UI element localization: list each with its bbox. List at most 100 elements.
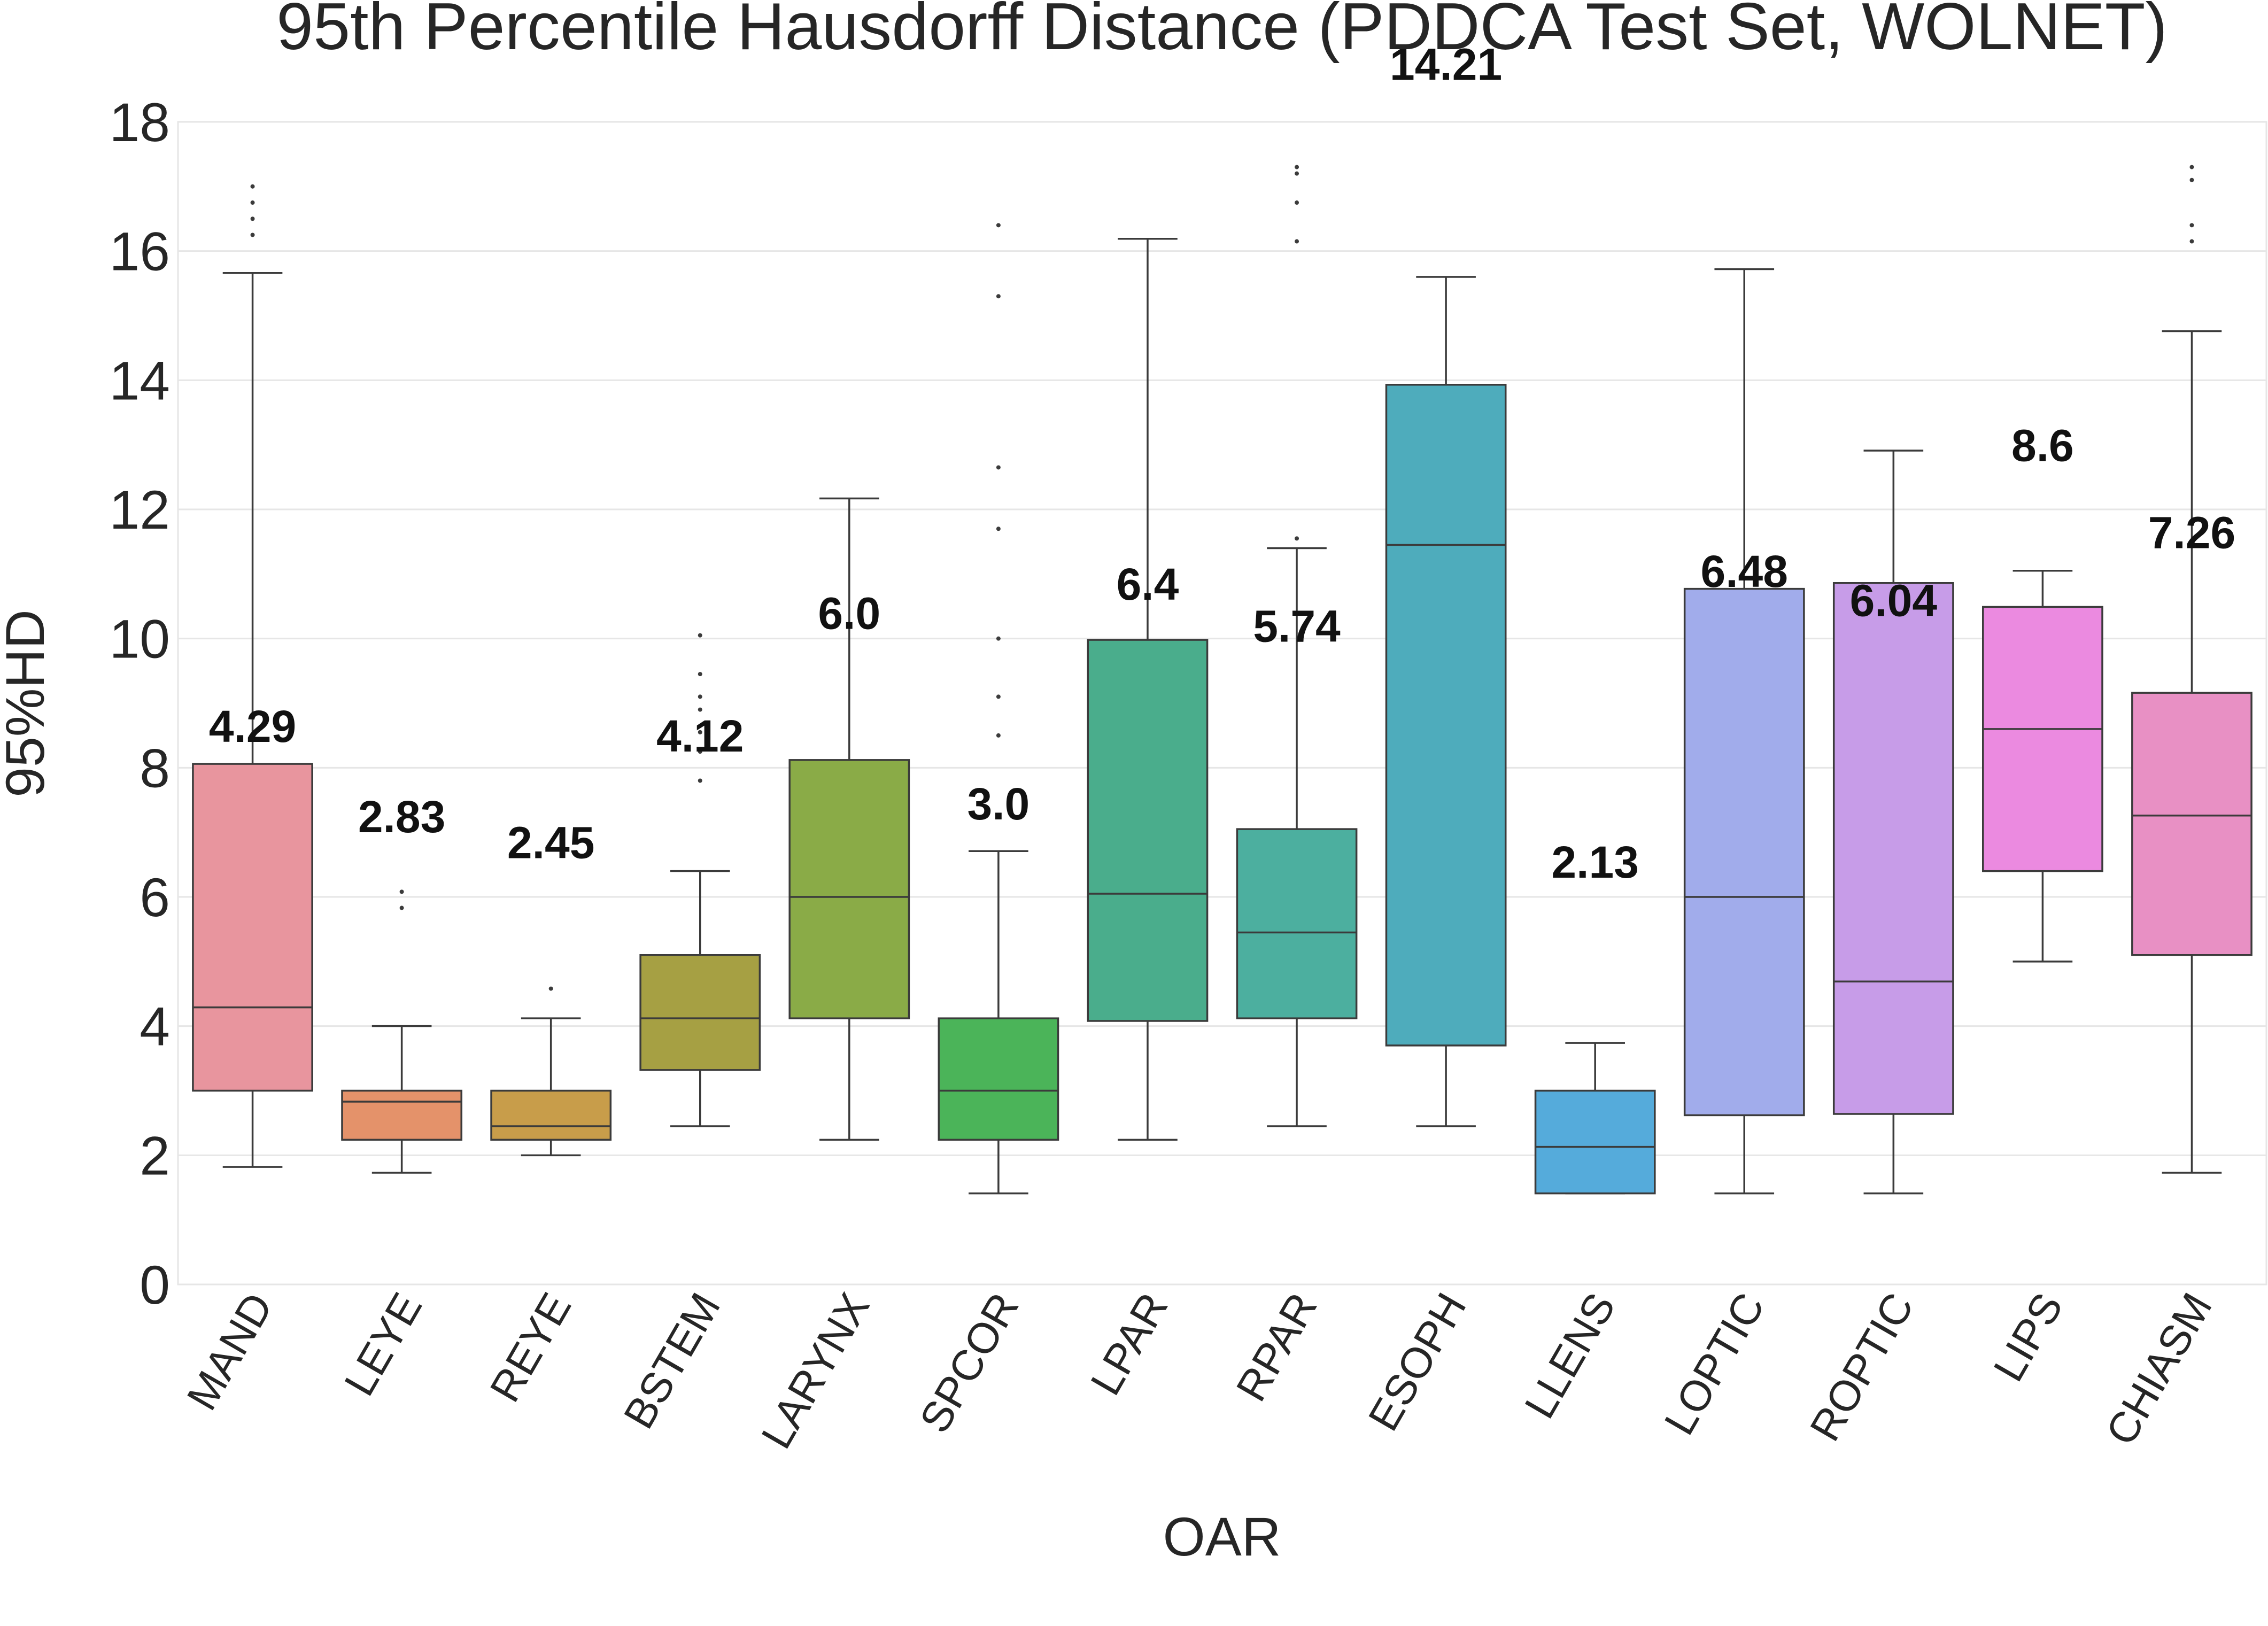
iqr-box [1385, 384, 1507, 1047]
median-value-label: 6.48 [1701, 546, 1789, 597]
x-tick-label: LPAR [1081, 1285, 1177, 1403]
outlier-point [996, 636, 1001, 641]
outlier-point [698, 707, 702, 712]
median-value-label: 5.74 [1253, 601, 1341, 652]
median-value-label: 4.29 [209, 701, 297, 752]
outlier-point [548, 986, 553, 991]
box-larynx: 6.0 [788, 497, 910, 1141]
y-tick-label: 4 [140, 996, 170, 1057]
outlier-point [698, 749, 702, 754]
outlier-point [1295, 200, 1299, 205]
median-value-label: 8.6 [2011, 420, 2074, 470]
outlier-point [2189, 177, 2194, 182]
iqr-box [341, 1089, 462, 1141]
median-value-label: 6.4 [1117, 559, 1179, 609]
outlier-point [698, 694, 702, 699]
box-reye: 2.45 [490, 818, 612, 1157]
y-tick-label: 18 [110, 92, 170, 153]
y-tick-labels: 0 2 4 6 8 10 12 14 16 18 [110, 92, 170, 1315]
x-axis-label: OAR [1163, 1506, 1281, 1567]
boxes: 4.29 2.83 2.45 4.12 6.0 3.0 6.4 5.74 14.21 2.13 6.… [192, 39, 2252, 1195]
x-tick-label: BSTEM [615, 1285, 730, 1436]
y-tick-label: 10 [110, 609, 170, 670]
x-tick-label: LLENS [1515, 1285, 1624, 1426]
outlier-point [1295, 171, 1299, 176]
median-value-label: 7.26 [2148, 508, 2236, 558]
x-tick-label: CHIASM [2097, 1285, 2221, 1453]
outlier-point [2189, 239, 2194, 244]
outlier-point [996, 223, 1001, 228]
median-value-label: 2.45 [507, 818, 595, 868]
outlier-point [250, 200, 255, 205]
y-tick-label: 12 [110, 479, 170, 540]
iqr-box [1087, 639, 1209, 1022]
median-value-label: 6.04 [1850, 575, 1938, 625]
outlier-point [1295, 165, 1299, 169]
y-axis-label: 95%HD [0, 609, 56, 797]
outlier-point [399, 889, 404, 894]
x-tick-label: RPAR [1227, 1285, 1326, 1409]
outlier-point [698, 672, 702, 677]
x-tick-label: LOPTIC [1655, 1285, 1774, 1443]
iqr-box [639, 954, 761, 1071]
outlier-point [250, 216, 255, 221]
iqr-box [490, 1089, 612, 1141]
outlier-point [996, 526, 1001, 531]
iqr-box [1534, 1089, 1656, 1195]
outlier-point [996, 694, 1001, 699]
x-tick-label: REYE [481, 1285, 580, 1410]
iqr-box [1832, 582, 1954, 1115]
box-esoph: 14.21 [1385, 39, 1507, 1127]
box-rpar: 5.74 [1236, 165, 1358, 1127]
outlier-point [2189, 223, 2194, 228]
chart-title: 95th Percentile Hausdorff Distance (PDDC… [276, 0, 2168, 64]
box-spcor: 3.0 [938, 223, 1059, 1195]
box-llens: 2.13 [1534, 837, 1656, 1195]
iqr-box [192, 763, 313, 1092]
y-tick-label: 14 [110, 350, 170, 411]
median-value-label: 6.0 [818, 589, 880, 639]
median-value-label: 14.21 [1390, 39, 1502, 89]
x-tick-label: ESOPH [1359, 1285, 1475, 1438]
outlier-point [996, 733, 1001, 738]
y-tick-label: 16 [110, 221, 170, 282]
box-leye: 2.83 [341, 792, 462, 1174]
box-roptic: 6.04 [1832, 450, 1954, 1195]
box-lpar: 6.4 [1087, 237, 1209, 1141]
outlier-point [1295, 239, 1299, 244]
outlier-point [250, 233, 255, 237]
x-tick-label: LIPS [1984, 1285, 2072, 1389]
box-bstem: 4.12 [639, 633, 761, 1127]
y-tick-label: 2 [140, 1125, 170, 1186]
x-tick-labels: MAND LEYE REYE BSTEM LARYNX SPCOR LPAR RPAR ESOP… [177, 1285, 2221, 1456]
box-lips: 8.6 [1982, 420, 2103, 963]
outlier-point [698, 633, 702, 638]
outlier-point [996, 294, 1001, 299]
median-value-label: 2.83 [358, 792, 446, 842]
x-tick-label: MAND [177, 1285, 282, 1418]
iqr-box [1982, 606, 2103, 872]
y-tick-label: 6 [140, 867, 170, 928]
outlier-point [698, 778, 702, 783]
y-tick-label: 8 [140, 738, 170, 799]
outlier-point [996, 465, 1001, 470]
median-value-label: 3.0 [967, 779, 1030, 829]
x-tick-label: LARYNX [752, 1285, 878, 1456]
iqr-box [1236, 828, 1358, 1019]
median-value-label: 4.12 [656, 711, 744, 761]
iqr-box [788, 759, 910, 1019]
y-tick-label: 0 [140, 1255, 170, 1315]
iqr-box [938, 1017, 1059, 1141]
box-chiasm: 7.26 [2131, 165, 2252, 1174]
x-tick-label: LEYE [335, 1285, 431, 1404]
x-tick-label: ROPTIC [1801, 1285, 1923, 1449]
median-value-label: 2.13 [1551, 837, 1639, 887]
outlier-point [698, 730, 702, 734]
outlier-point [2189, 165, 2194, 169]
iqr-box [2131, 692, 2252, 956]
outlier-point [399, 905, 404, 910]
box-mand: 4.29 [192, 184, 313, 1168]
outlier-point [250, 184, 255, 189]
x-tick-label: SPCOR [910, 1285, 1027, 1441]
